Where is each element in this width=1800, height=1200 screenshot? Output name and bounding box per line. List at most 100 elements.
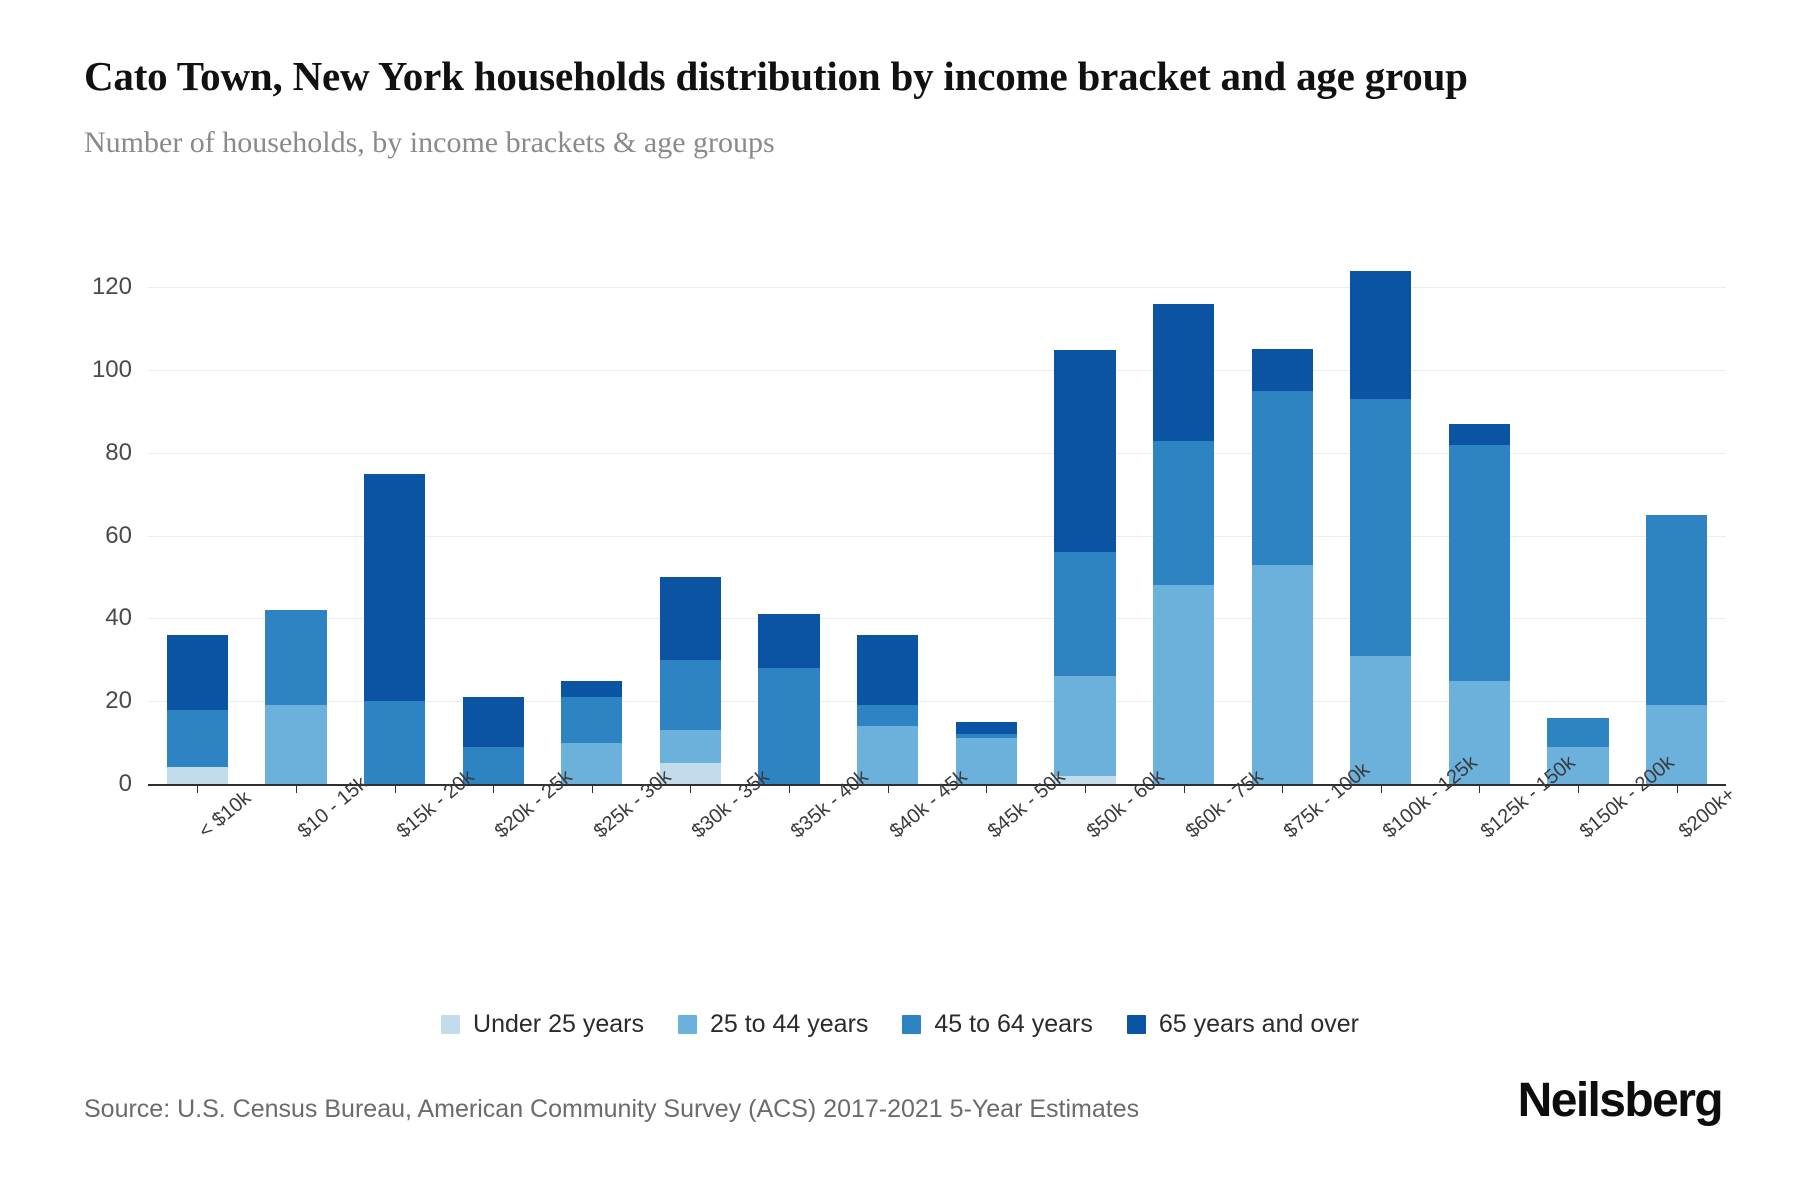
chart-footer: Source: U.S. Census Bureau, American Com… [0, 1074, 1800, 1175]
bar-segment[interactable] [1251, 390, 1313, 565]
x-axis-label-cell: $35k - 40k [740, 766, 873, 932]
bar-segment[interactable] [1350, 270, 1412, 400]
x-axis-line [148, 784, 1726, 786]
bar-stack [857, 635, 919, 784]
chart-header: Cato Town, New York households distribut… [84, 48, 1724, 162]
x-axis-tickmark [1380, 784, 1382, 793]
legend-swatch-icon [677, 1015, 697, 1034]
x-axis-label-cell: $200k+ [1627, 783, 1739, 932]
y-axis: 0 20 40 60 80 100 120 [0, 246, 148, 797]
bar-column[interactable] [247, 246, 346, 793]
bar-column[interactable] [838, 246, 937, 793]
brand-logo: Neilsberg [1517, 1074, 1724, 1127]
x-axis-label-cell: $10 - 15k [247, 772, 372, 932]
legend-item[interactable]: Under 25 years [441, 1010, 644, 1039]
bar-stack [659, 577, 721, 784]
bar-segment[interactable] [561, 680, 623, 698]
bar-segment[interactable] [363, 701, 426, 784]
bar-column[interactable] [1036, 246, 1135, 793]
x-axis-label-cell: $40k - 45k [838, 766, 971, 932]
x-axis-label-cell: $75k - 100k [1233, 759, 1374, 932]
bar-column[interactable] [1627, 246, 1726, 793]
bar-segment[interactable] [1350, 399, 1412, 656]
x-axis-tickmark [1084, 784, 1086, 793]
legend-item[interactable]: 45 to 64 years [902, 1010, 1093, 1039]
bar-segment[interactable] [1251, 349, 1313, 391]
bar-column[interactable] [345, 246, 444, 793]
bar-segment[interactable] [1251, 564, 1313, 784]
bar-segment[interactable] [462, 697, 524, 747]
bar-segment[interactable] [1448, 444, 1510, 681]
bar-segment[interactable] [462, 746, 524, 784]
bar-column[interactable] [148, 246, 247, 793]
bar-segment[interactable] [857, 705, 919, 727]
bar-column[interactable] [1134, 246, 1233, 793]
bar-segment[interactable] [561, 697, 623, 743]
legend-item[interactable]: 65 years and over [1126, 1010, 1359, 1039]
x-axis-label-cell: $45k - 50k [937, 766, 1070, 932]
bar-segment[interactable] [166, 767, 228, 784]
bar-stack [1054, 349, 1116, 784]
chart-legend: Under 25 years 25 to 44 years 45 to 64 yea… [0, 1010, 1800, 1039]
x-axis-label-cell: < $10k [148, 787, 256, 932]
bar-segment[interactable] [1448, 680, 1510, 784]
bar-segment[interactable] [1152, 585, 1215, 784]
bar-stack [462, 697, 524, 784]
bar-segment[interactable] [955, 721, 1017, 735]
bar-stack [265, 610, 327, 784]
bar-segment[interactable] [758, 668, 820, 784]
bar-segment[interactable] [166, 709, 228, 768]
bar-column[interactable] [1529, 246, 1628, 793]
bar-column[interactable] [1430, 246, 1529, 793]
bar-column[interactable] [937, 246, 1036, 793]
bar-segment[interactable] [659, 577, 721, 660]
gridline [148, 370, 1726, 372]
x-axis-tickmark [591, 784, 593, 793]
bar-column[interactable] [543, 246, 642, 793]
bar-segment[interactable] [166, 635, 228, 710]
bar-segment[interactable] [265, 610, 327, 706]
bar-column[interactable] [740, 246, 839, 793]
bar-column[interactable] [444, 246, 543, 793]
bar-column[interactable] [1332, 246, 1431, 793]
bar-segment[interactable] [1054, 552, 1116, 677]
bar-segment[interactable] [363, 473, 426, 702]
bar-column[interactable] [641, 246, 740, 793]
bar-segment[interactable] [857, 726, 919, 784]
x-axis-tickmark [1479, 784, 1481, 793]
bar-segment[interactable] [1054, 676, 1116, 776]
bar-segment[interactable] [1448, 423, 1510, 445]
bar-column[interactable] [1233, 246, 1332, 793]
bar-segment[interactable] [265, 705, 327, 784]
x-axis-tickmark [1183, 784, 1185, 793]
bar-segment[interactable] [1547, 746, 1609, 784]
bar-segment[interactable] [955, 738, 1017, 784]
bar-segment[interactable] [1054, 349, 1116, 553]
bar-segment[interactable] [1152, 303, 1215, 441]
bar-segment[interactable] [857, 635, 919, 706]
bar-segment[interactable] [659, 763, 721, 784]
legend-item[interactable]: 25 to 44 years [677, 1010, 869, 1039]
bar-segment[interactable] [955, 734, 1017, 739]
legend-label: 25 to 44 years [709, 1010, 869, 1038]
bar-segment[interactable] [1646, 705, 1708, 784]
bar-stack [561, 680, 623, 784]
gridline [148, 452, 1726, 454]
x-axis-label-cell: $15k - 20k [345, 766, 478, 932]
bar-segment[interactable] [1054, 775, 1116, 784]
x-axis-label-cell: $100k - 125k [1332, 751, 1482, 932]
bar-segment[interactable] [659, 659, 721, 731]
bar-segment[interactable] [1152, 440, 1215, 586]
bar-segment[interactable] [561, 742, 623, 784]
x-axis-tickmark [493, 784, 495, 793]
gridline [148, 535, 1726, 537]
x-axis-labels: < $10k $10 - 15k $15k - 20k $20k - 25k $25k … [148, 751, 1739, 932]
legend-label: 65 years and over [1158, 1010, 1359, 1038]
x-axis-label-cell: $30k - 35k [641, 766, 774, 932]
bar-segment[interactable] [758, 614, 820, 669]
x-axis-label-cell: $150k - 200k [1529, 751, 1679, 932]
bar-segment[interactable] [1646, 515, 1708, 706]
bar-segment[interactable] [1547, 717, 1609, 747]
bar-segment[interactable] [659, 730, 721, 764]
bar-segment[interactable] [1350, 655, 1412, 784]
